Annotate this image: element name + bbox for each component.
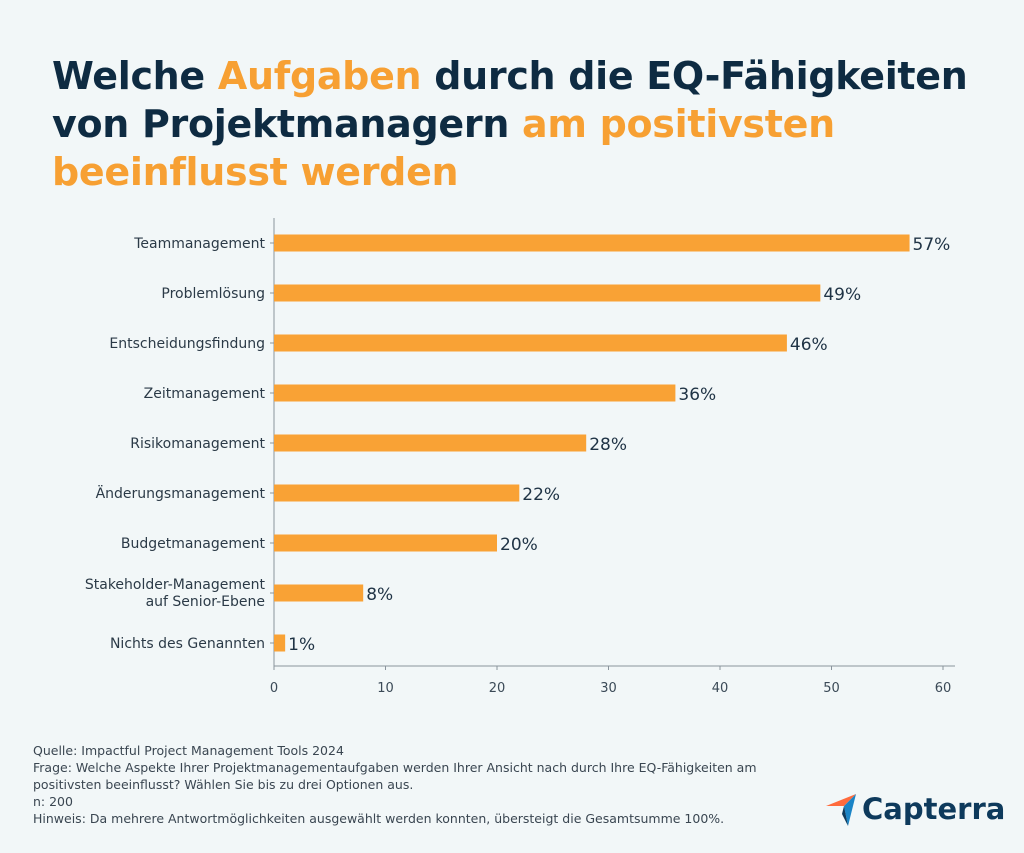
category-label: Teammanagement xyxy=(133,236,265,252)
source-note: Quelle: Impactful Project Management Too… xyxy=(33,743,344,758)
category-label: Stakeholder-Management xyxy=(85,577,266,593)
title-part: durch die EQ-Fähigkeiten von Projektmana… xyxy=(52,54,968,146)
logo-text: Capterra xyxy=(862,792,1006,826)
data-label: 22% xyxy=(522,485,560,505)
bar xyxy=(274,584,364,602)
capterra-logo: Capterra xyxy=(826,792,1005,826)
bar xyxy=(274,534,497,552)
bar xyxy=(274,334,787,352)
bar xyxy=(274,484,520,502)
category-label: Risikomanagement xyxy=(130,436,265,452)
bar xyxy=(274,634,286,652)
x-tick-label: 40 xyxy=(712,681,729,696)
category-label: Zeitmanagement xyxy=(144,386,266,402)
data-label: 57% xyxy=(913,235,951,255)
x-tick-label: 10 xyxy=(377,681,394,696)
category-label: Änderungsmanagement xyxy=(96,484,266,502)
sample-size: n: 200 xyxy=(33,794,73,809)
title-highlight: Aufgaben xyxy=(217,54,422,98)
title-highlight: am positivsten beeinflusst werden xyxy=(52,102,835,194)
category-label: Nichts des Genannten xyxy=(110,636,265,652)
data-label: 20% xyxy=(500,535,538,555)
x-tick-label: 50 xyxy=(823,681,840,696)
bar xyxy=(274,384,676,402)
data-label: 8% xyxy=(366,585,393,605)
category-label: Budgetmanagement xyxy=(121,536,266,552)
data-label: 28% xyxy=(589,435,627,455)
data-label: 1% xyxy=(288,635,315,655)
bar xyxy=(274,284,821,302)
question-note: Frage: Welche Aspekte Ihrer Projektmanag… xyxy=(33,760,757,792)
capterra-arrow-icon xyxy=(826,794,856,826)
data-label: 49% xyxy=(823,285,861,305)
category-label: Entscheidungsfindung xyxy=(109,336,265,352)
category-label: Problemlösung xyxy=(161,286,265,302)
x-tick-label: 20 xyxy=(489,681,506,696)
x-tick-label: 0 xyxy=(270,681,278,696)
x-tick-label: 30 xyxy=(600,681,617,696)
x-tick-label: 60 xyxy=(935,681,952,696)
category-label: auf Senior-Ebene xyxy=(146,594,265,610)
bar xyxy=(274,234,910,252)
hint-note: Hinweis: Da mehrere Antwortmöglichkeiten… xyxy=(33,811,725,826)
bar-chart: Teammanagement 57% Problemlösung 49% Entsche… xyxy=(85,218,955,696)
data-label: 46% xyxy=(790,335,828,355)
bar xyxy=(274,434,587,452)
page-title: Welche Aufgaben durch die EQ-Fähigkeiten… xyxy=(52,52,992,196)
title-part: Welche xyxy=(52,54,218,98)
footer-notes: Quelle: Impactful Project Management Too… xyxy=(33,742,813,827)
data-label: 36% xyxy=(678,385,716,405)
